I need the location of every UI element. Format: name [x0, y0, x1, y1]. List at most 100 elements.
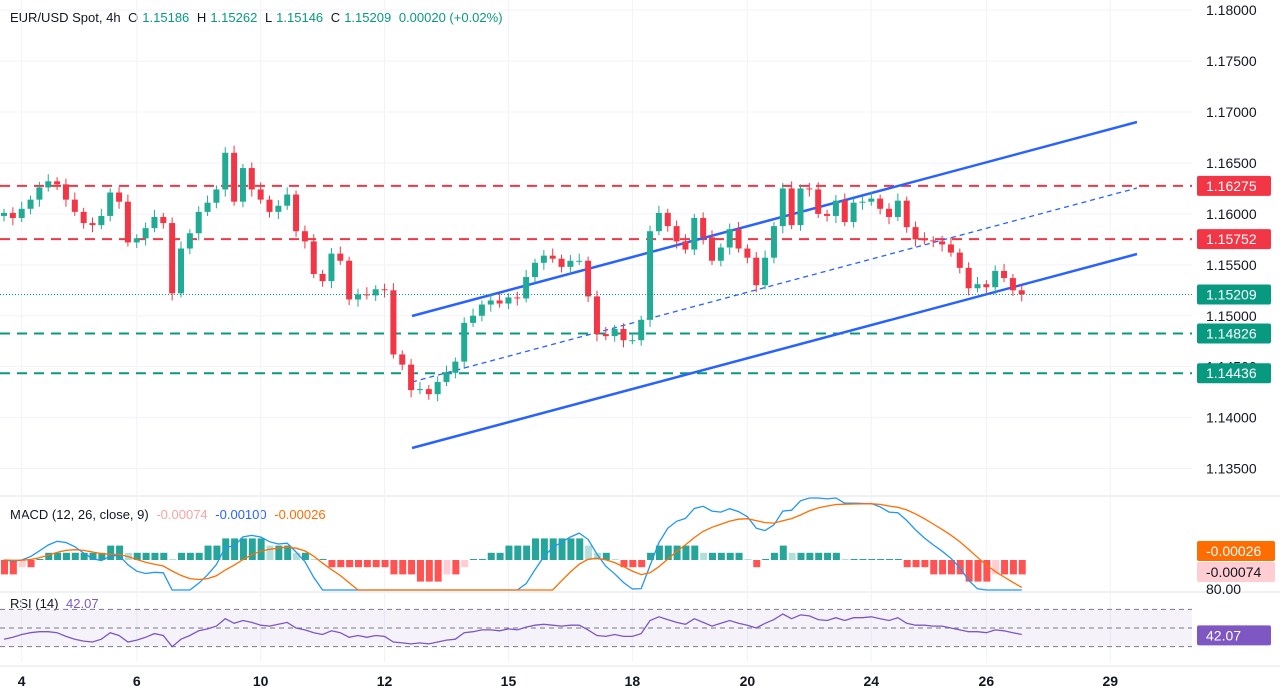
macd-hist-bar — [381, 560, 389, 568]
candle-body — [593, 296, 600, 335]
macd-hist-bar — [222, 538, 230, 560]
macd-hist-bar — [691, 545, 699, 560]
candle-body — [107, 192, 114, 216]
macd-hist-bar — [549, 538, 557, 560]
macd-hist-bar — [567, 538, 575, 560]
macd-hist-bar — [611, 559, 619, 560]
candle-body — [841, 200, 848, 223]
candle-body — [832, 200, 839, 216]
rsi-value-tag — [1197, 625, 1271, 646]
candle-body — [275, 205, 282, 212]
macd-hist-bar — [310, 559, 318, 560]
candle-body — [372, 289, 379, 296]
macd-hist-bar — [779, 545, 787, 560]
rsi-legend-value: 42.07 — [66, 596, 99, 611]
candle-body — [655, 212, 662, 232]
candle-body — [1018, 290, 1025, 295]
macd-signal-line — [3, 503, 1023, 591]
macd-hist-bar — [832, 552, 840, 560]
candle-body — [815, 189, 822, 214]
macd-hist-bar — [151, 552, 159, 560]
symbol-label[interactable]: EUR/USD Spot, 4h — [10, 10, 121, 25]
candle-body — [231, 152, 238, 202]
low-value: 1.15146 — [276, 10, 324, 25]
ohlc-legend: EUR/USD Spot, 4h O 1.15186 H 1.15262 L 1.15… — [10, 10, 507, 25]
candle-body — [700, 217, 707, 238]
candle-body — [673, 226, 680, 242]
open-value: 1.15186 — [142, 10, 190, 25]
candle-body — [36, 187, 43, 200]
macd-hist-bar — [629, 560, 637, 568]
candle-body — [496, 300, 503, 304]
candle-body — [877, 198, 884, 209]
macd-hist-bar — [921, 560, 929, 568]
macd-hist-bar — [903, 560, 911, 568]
macd-hist-bar — [638, 560, 646, 568]
macd-line — [3, 497, 1022, 591]
candle-body — [337, 253, 344, 261]
candle-body — [310, 241, 317, 274]
candle-body — [770, 226, 777, 258]
macd-hist-bar — [558, 538, 566, 560]
macd-hist-bar — [770, 552, 778, 560]
x-tick-label: 26 — [979, 673, 995, 689]
candle-body — [939, 241, 946, 245]
macd-hist-bar — [301, 552, 309, 560]
macd-label[interactable]: MACD (12, 26, close, 9) — [10, 507, 149, 522]
candle-body — [549, 255, 556, 259]
macd-hist-bar — [363, 560, 371, 568]
candle-body — [629, 340, 636, 342]
y-tick-label: 1.17500 — [1206, 53, 1257, 69]
candle-body — [9, 212, 16, 218]
candle-body — [576, 260, 583, 262]
candle-body — [301, 231, 308, 242]
candle-body — [478, 304, 485, 316]
macd-hist-bar — [894, 559, 902, 560]
close-value: 1.15209 — [344, 10, 392, 25]
macd-hist-bar — [107, 545, 115, 560]
macd-hist-bar — [939, 560, 947, 575]
change-value: 0.00020 (+0.02%) — [398, 10, 503, 25]
candle-body — [89, 223, 96, 226]
macd-hist-bar — [947, 560, 955, 575]
x-tick-label: 29 — [1102, 673, 1118, 689]
macd-hist-bar — [930, 560, 938, 575]
candle-body — [797, 188, 804, 226]
candle-body — [762, 257, 769, 286]
candle-body — [1, 212, 7, 216]
macd-hist-bar — [514, 545, 522, 560]
macd-hist-bar — [673, 545, 681, 560]
candle-body — [992, 270, 999, 288]
macd-hist-bar — [9, 560, 17, 575]
candle-body — [682, 241, 689, 250]
x-tick-label: 20 — [740, 673, 756, 689]
level-tag — [1197, 229, 1271, 250]
macd-hist-bar — [89, 552, 97, 560]
macd-hist-bar — [664, 545, 672, 560]
macd-hist-bar — [655, 545, 663, 560]
candle-body — [947, 244, 954, 253]
macd-hist-bar — [1, 560, 8, 575]
macd-hist-bar — [45, 552, 53, 560]
macd-hist-bar — [408, 560, 416, 575]
macd-hist-bar — [726, 552, 734, 560]
candle-body — [257, 189, 264, 200]
macd-hist-bar — [487, 552, 495, 560]
macd-hist-bar — [682, 545, 690, 560]
channel-line — [411, 252, 1138, 450]
candle-body — [248, 168, 255, 190]
rsi-tick-label: 80.00 — [1206, 581, 1241, 597]
macd-hist-bar — [133, 552, 141, 560]
x-tick-label: 4 — [18, 673, 26, 689]
macd-hist-bar — [178, 552, 185, 560]
level-label: 1.14826 — [1206, 325, 1257, 341]
macd-hist-bar — [248, 538, 256, 560]
candle-body — [487, 300, 494, 305]
candle-body — [850, 202, 857, 223]
channel-line — [411, 120, 1138, 318]
macd-hist-bar — [1001, 560, 1009, 575]
candle-body — [116, 192, 123, 202]
candle-body — [638, 319, 645, 341]
macd-hist-bar — [850, 559, 858, 560]
